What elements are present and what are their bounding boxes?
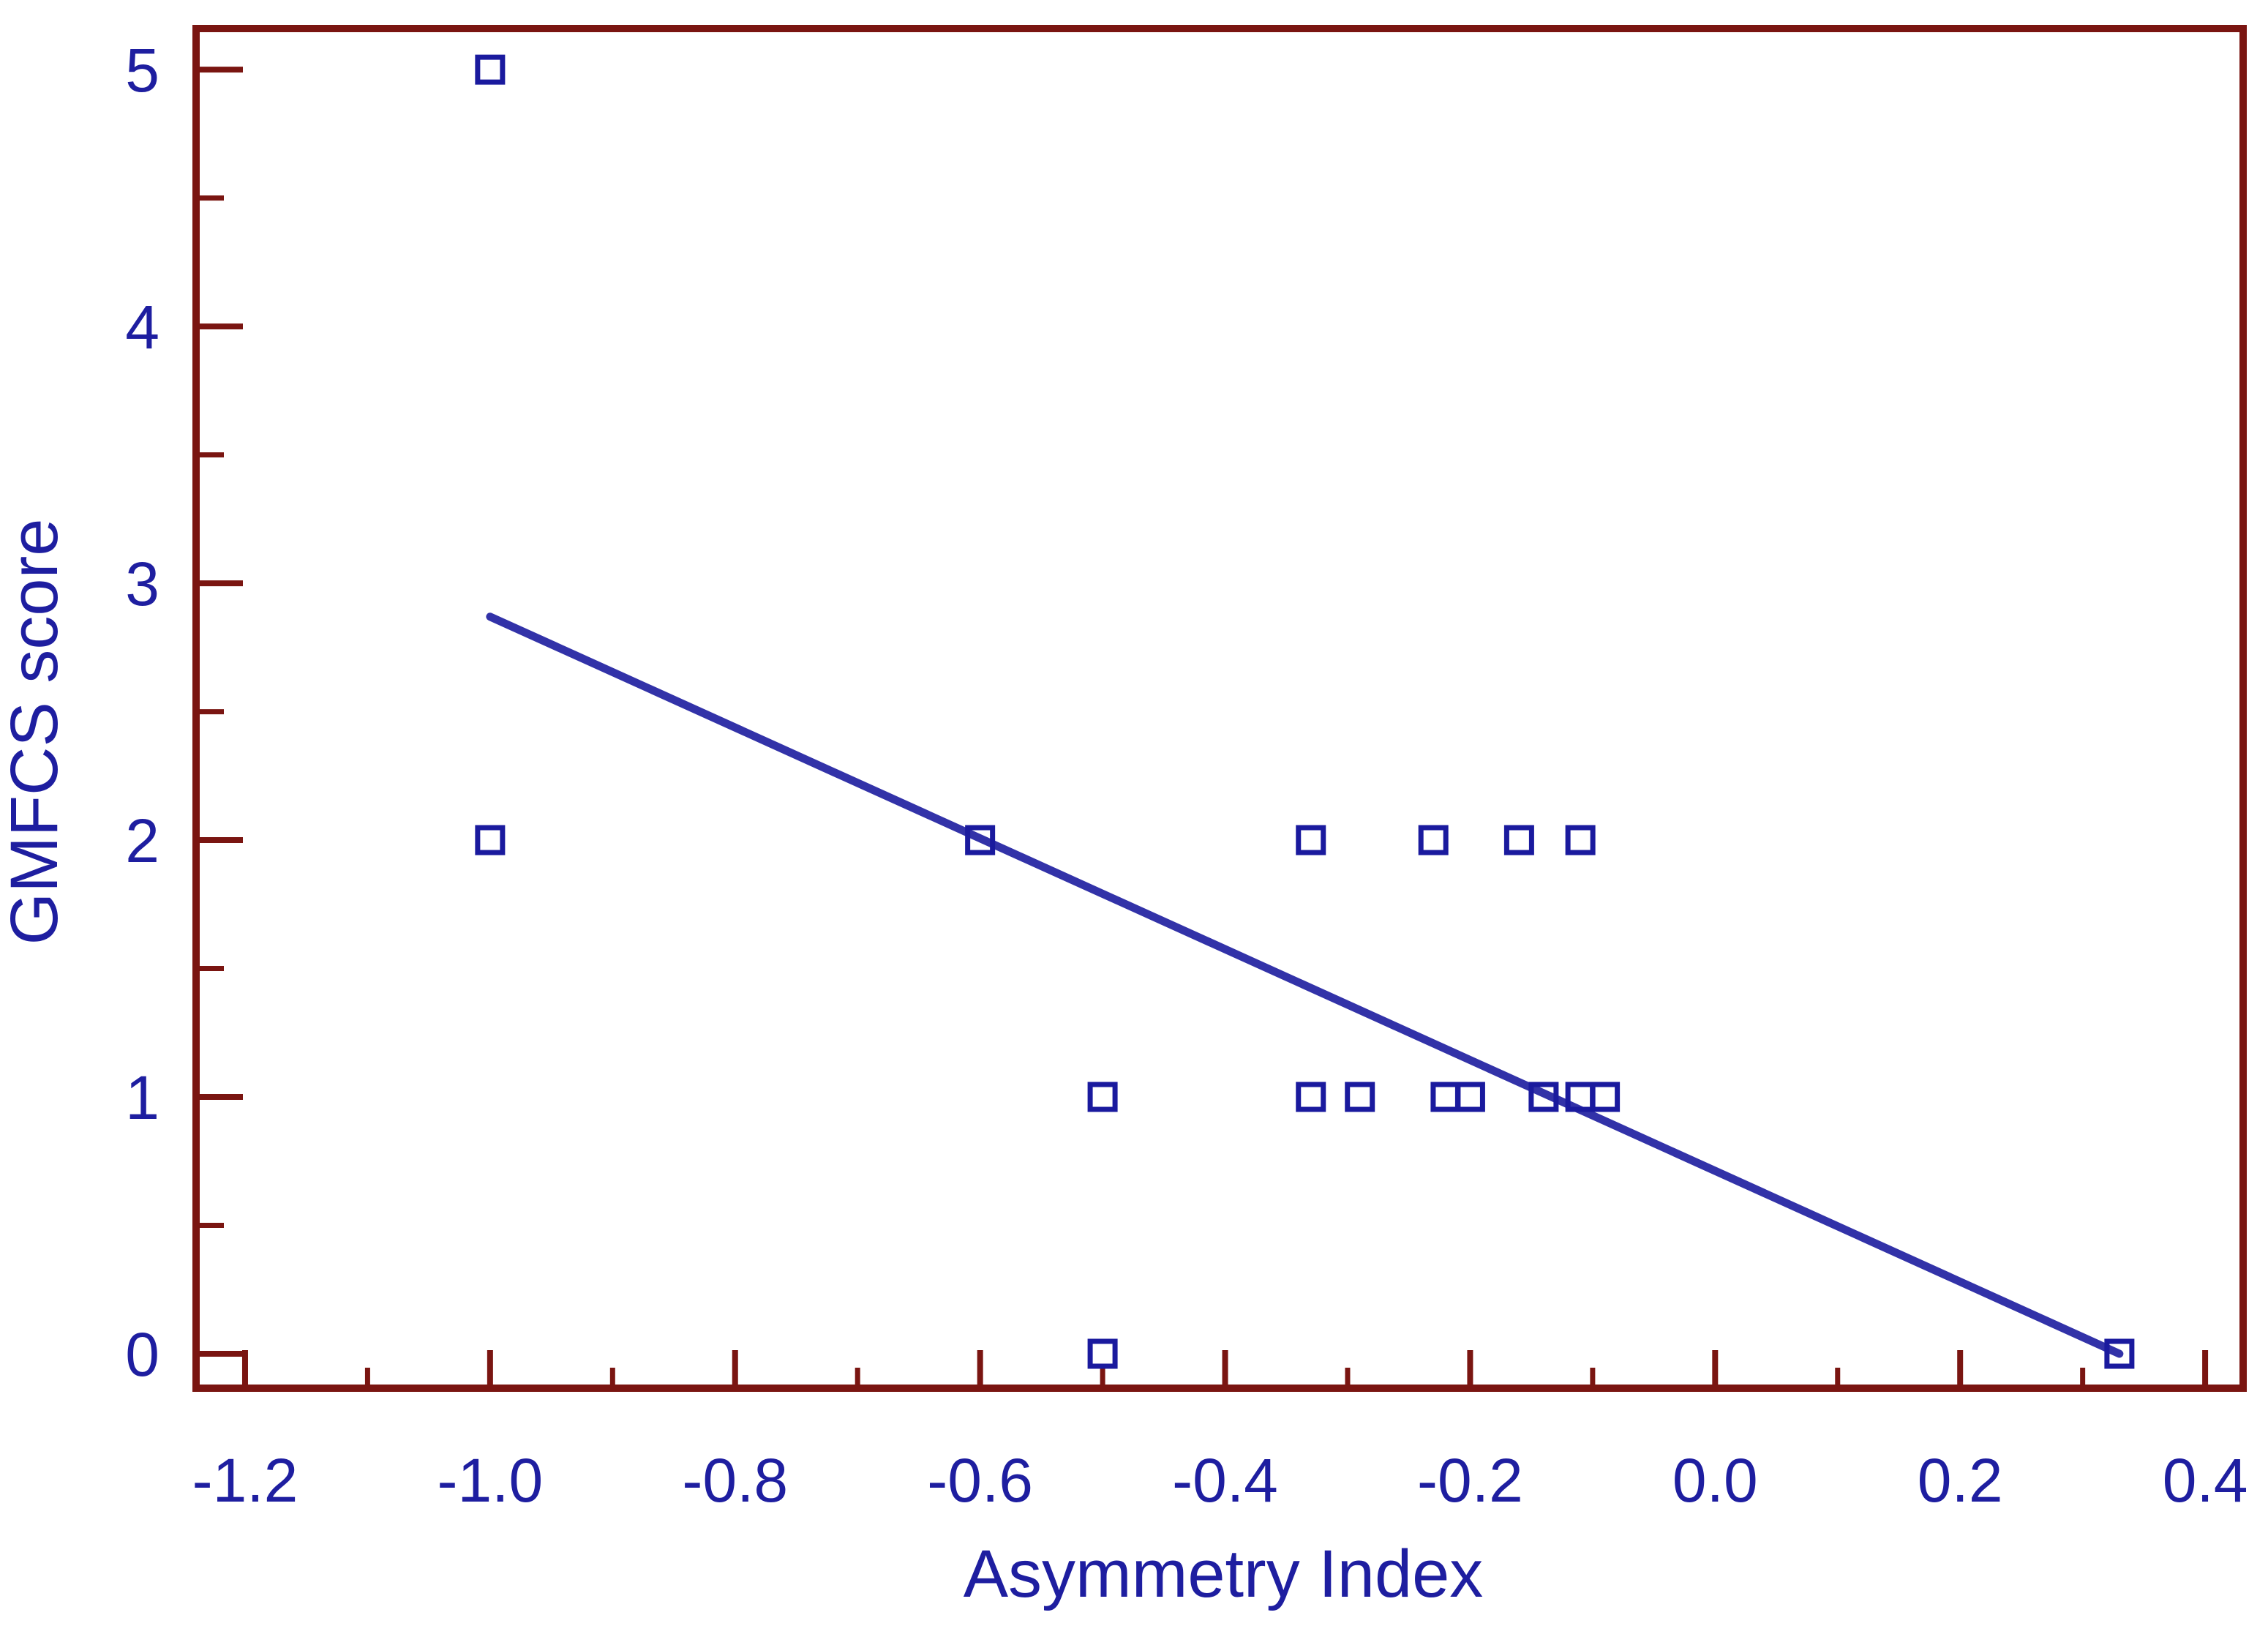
data-point-marker [965, 825, 996, 855]
x-tick-label: -0.4 [1172, 1446, 1278, 1515]
y-axis-tick-labels: 0 1 2 3 4 5 [125, 36, 159, 1389]
plot-frame [192, 25, 2247, 1392]
x-axis-title: Asymmetry Index [964, 1537, 1484, 1611]
data-point-marker [1430, 1082, 1461, 1112]
y-tick-label: 5 [125, 36, 159, 105]
data-point-marker [475, 825, 506, 855]
x-tick-label: -0.8 [682, 1446, 788, 1515]
x-tick-label: 0.2 [1918, 1446, 2003, 1515]
trend-line-group [486, 612, 2124, 1358]
data-point-marker [1528, 1082, 1559, 1112]
x-tick-label: -0.2 [1417, 1446, 1523, 1515]
data-point-marker [1418, 825, 1449, 855]
data-point-marker [1345, 1082, 1375, 1112]
data-point-marker [1296, 1082, 1326, 1112]
plot-frame-box [192, 25, 2247, 1392]
x-tick-label: -1.2 [192, 1446, 298, 1515]
y-tick-label: 0 [125, 1320, 159, 1389]
data-point-marker [1296, 825, 1326, 855]
y-tick-label: 1 [125, 1063, 159, 1132]
x-axis-tick-labels: -1.2 -1.0 -0.8 -0.6 -0.4 -0.2 0.0 0.2 0.4 [192, 1446, 2248, 1515]
data-point-marker [2104, 1338, 2135, 1369]
data-point-marker [1565, 825, 1596, 855]
y-tick-label: 2 [125, 806, 159, 875]
x-tick-label: -0.6 [927, 1446, 1033, 1515]
data-point-marker [1503, 825, 1534, 855]
data-points [475, 54, 2135, 1369]
x-tick-label: 0.0 [1672, 1446, 1758, 1515]
y-axis-ticks [199, 67, 243, 1357]
y-axis-title: GMFCS score [0, 519, 72, 945]
data-point-marker [1087, 1338, 1118, 1369]
trend-line [486, 612, 2124, 1358]
x-tick-label: -1.0 [437, 1446, 543, 1515]
data-point-marker [1087, 1082, 1118, 1112]
x-axis-ticks [241, 1350, 2209, 1385]
x-tick-label: 0.4 [2163, 1446, 2248, 1515]
data-point-marker [1454, 1082, 1485, 1112]
y-tick-label: 4 [125, 293, 159, 361]
y-tick-label: 3 [125, 550, 159, 618]
data-point-marker [475, 54, 506, 85]
data-point-marker [1590, 1082, 1621, 1112]
